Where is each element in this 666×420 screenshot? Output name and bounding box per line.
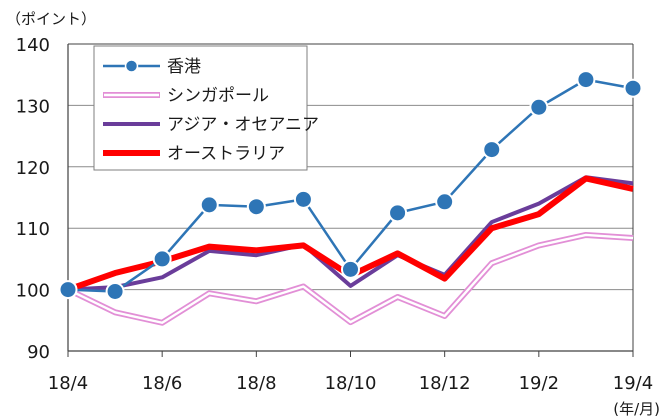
series-0-point [482, 140, 502, 160]
series-2-line [67, 175, 634, 292]
x-tick-label: 18/4 [48, 373, 88, 394]
series-0-point [199, 195, 219, 215]
legend-label-1: シンガポール [167, 86, 269, 106]
series-0-point [529, 97, 549, 117]
x-tick-label: 18/6 [142, 373, 182, 394]
legend-label-3: オーストラリア [167, 144, 285, 164]
y-axis-unit-label: （ポイント） [6, 10, 96, 28]
x-tick-label: 19/2 [519, 373, 559, 394]
series-0-point [152, 249, 172, 269]
y-tick-label: 130 [16, 96, 50, 117]
x-tick-label: 19/4 [613, 373, 653, 394]
y-tick-label: 90 [27, 342, 50, 363]
series-0-point [388, 203, 408, 223]
legend-label-0: 香港 [167, 57, 201, 77]
x-tick-label: 18/8 [236, 373, 276, 394]
series-0-point [105, 281, 125, 301]
series-0-point [623, 78, 643, 98]
y-tick-label: 140 [16, 35, 50, 56]
y-axis-ticks: 90 100 110 120 130 140 [16, 35, 50, 363]
series-group [58, 70, 643, 326]
legend-label-2: アジア・オセアニア [167, 115, 319, 135]
y-tick-label: 120 [16, 158, 50, 179]
x-axis-ticks: 18/4 18/6 18/8 18/10 18/12 19/2 19/4 [48, 351, 653, 394]
x-tick-label: 18/10 [325, 373, 377, 394]
series-0-point [293, 189, 313, 209]
legend-marker-0 [124, 59, 139, 73]
series-0-point [435, 192, 455, 212]
series-1-line [67, 233, 634, 324]
x-tick-label: 18/12 [419, 373, 471, 394]
y-tick-label: 110 [16, 219, 50, 240]
series-0-point [341, 259, 360, 279]
series-0-point [576, 70, 596, 90]
y-tick-label: 100 [16, 281, 50, 302]
series-0-point [246, 197, 266, 217]
series-0-point [58, 280, 78, 300]
x-axis-unit-label: (年/月) [613, 400, 660, 418]
